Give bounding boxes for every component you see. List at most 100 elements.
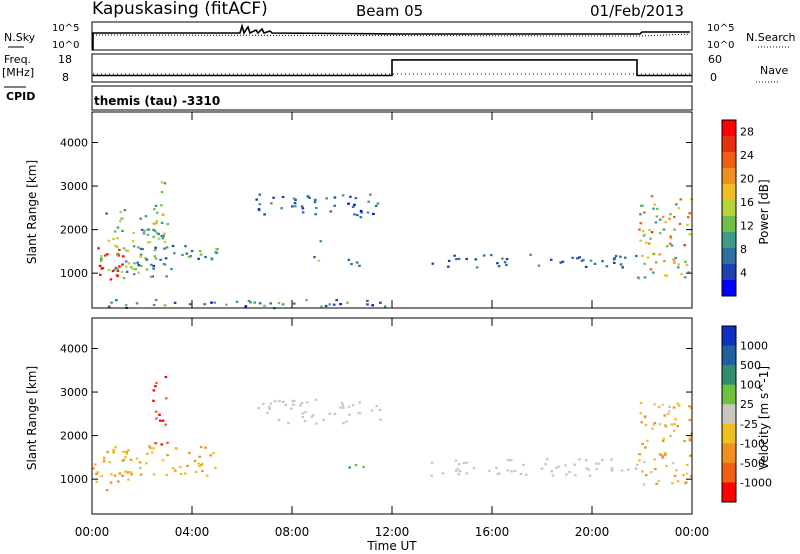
echo-cell [258, 203, 262, 206]
echo-cell [325, 197, 328, 200]
nave-tick-low: 0 [710, 71, 717, 84]
echo-cell [109, 278, 113, 281]
echo-cell [117, 254, 120, 257]
echo-cell [651, 427, 654, 430]
echo-cell [122, 247, 126, 250]
echo-cell [652, 207, 655, 210]
echo-cell [114, 266, 118, 269]
echo-cell [154, 246, 157, 249]
echo-cell [658, 423, 662, 426]
echo-cell [138, 461, 142, 464]
echo-cell [187, 255, 191, 258]
echo-cell [141, 248, 144, 251]
echo-cell [124, 456, 127, 459]
echo-cell [145, 462, 148, 465]
echo-cell [144, 257, 147, 260]
echo-cell [670, 244, 674, 247]
echo-cell [129, 458, 133, 461]
echo-cell [353, 213, 356, 216]
echo-cell [690, 406, 693, 410]
echo-cell [201, 469, 204, 473]
echo-cell [160, 204, 163, 207]
power-colorbar-label: Power [dB] [757, 179, 771, 244]
echo-cell [131, 240, 135, 243]
echo-cell [108, 461, 112, 464]
echo-cell [301, 412, 305, 415]
echo-cell [106, 253, 109, 256]
echo-cell [139, 253, 143, 256]
y-tick-label: 1000 [60, 267, 88, 280]
echo-cell [163, 182, 167, 185]
echo-cell [204, 446, 207, 449]
echo-cell [551, 474, 555, 477]
echo-cell [619, 255, 622, 258]
echo-cell [313, 256, 316, 259]
echo-cell [584, 459, 588, 462]
echo-cell [270, 202, 273, 205]
echo-cell [293, 399, 296, 402]
echo-cell [319, 240, 323, 243]
echo-cell [139, 255, 142, 258]
echo-cell [372, 212, 375, 215]
echo-cell [677, 263, 681, 266]
time-axis-label: Time UT [366, 539, 417, 553]
echo-cell [159, 419, 162, 422]
echo-cell [328, 303, 331, 306]
echo-cell [676, 480, 680, 483]
echo-cell [496, 472, 500, 476]
echo-cell [605, 265, 609, 268]
echo-cell [623, 256, 627, 259]
echo-cell [578, 458, 581, 461]
echo-cell [287, 422, 290, 425]
echo-cell [134, 268, 138, 271]
echo-cell [454, 459, 458, 462]
echo-cell [359, 216, 363, 219]
echo-cell [610, 469, 614, 472]
echo-cell [610, 458, 613, 461]
echo-cell [347, 258, 351, 261]
echo-cell [688, 233, 692, 236]
echo-cell [639, 222, 643, 225]
echo-cell [116, 269, 120, 272]
echo-cell [146, 452, 149, 455]
echo-cell [317, 259, 321, 262]
echo-cell [366, 211, 370, 214]
echo-cell [564, 464, 567, 467]
echo-cell [161, 459, 165, 462]
echo-cell [655, 215, 659, 218]
echo-cell [188, 451, 191, 454]
x-tick-label: 20:00 [575, 525, 610, 539]
echo-cell [213, 301, 216, 304]
echo-cell [214, 466, 217, 469]
echo-cell [155, 381, 158, 384]
echo-cell [154, 410, 158, 413]
echo-cell [324, 304, 328, 308]
echo-cell [675, 469, 678, 472]
y-tick-label: 3000 [60, 180, 88, 193]
echo-cell [662, 437, 665, 440]
echo-cell [291, 399, 294, 403]
echo-cell [209, 454, 212, 457]
colorbar-segment [722, 152, 736, 169]
velocity-ylabel: Slant Range [km] [25, 366, 39, 470]
echo-cell [155, 220, 159, 223]
echo-cell [184, 245, 187, 248]
echo-cell [107, 268, 111, 272]
echo-cell [249, 301, 252, 304]
echo-cell [505, 263, 508, 267]
echo-cell [475, 266, 479, 269]
echo-cell [272, 196, 275, 199]
echo-cell [366, 303, 369, 306]
echo-cell [688, 418, 692, 422]
echo-cell [163, 232, 166, 235]
colorbar-tick-label: 28 [740, 126, 754, 139]
echo-cell [589, 259, 593, 262]
echo-cell [125, 450, 128, 454]
echo-cell [680, 273, 683, 276]
echo-cell [351, 205, 355, 208]
echo-cell [358, 264, 361, 267]
echo-cell [653, 421, 657, 425]
echo-cell [269, 302, 272, 305]
echo-cell [113, 474, 117, 477]
echo-cell [129, 266, 133, 269]
